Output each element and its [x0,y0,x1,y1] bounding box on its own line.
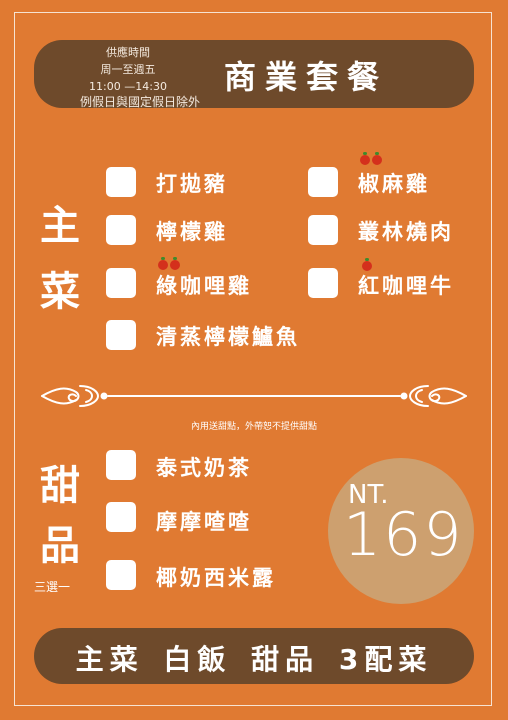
checkbox-main-4[interactable] [308,215,338,245]
tomato-icon [170,257,180,270]
dessert-item-label: 椰奶西米露 [156,566,276,590]
checkbox-main-3[interactable] [106,215,136,245]
dessert-label-1: 甜 [40,463,80,509]
main-item-label: 打拋豬 [156,172,228,196]
main-item-label: 清蒸檸檬鱸魚 [156,325,300,349]
spicy-indicator [360,150,384,169]
checkbox-main-5[interactable] [106,268,136,298]
tomato-icon [360,152,370,165]
border-frame [14,12,492,706]
dessert-item-label: 摩摩喳喳 [156,510,252,534]
checkbox-dessert-3[interactable] [106,560,136,590]
page-title: 商業套餐 [224,58,389,96]
main-item-label: 檸檬雞 [156,220,228,244]
main-item-label: 綠咖哩雞 [156,274,252,298]
header-banner [34,40,474,108]
choose-one-text: 三選一 [34,580,71,594]
tomato-icon [372,152,382,165]
footer-text: 主菜 白飯 甜品 3配菜 [75,643,433,676]
hours-title: 供應時間 [106,46,150,59]
exception-text: 例假日與國定假日除外 [79,95,200,109]
spicy-indicator [158,255,182,274]
checkbox-main-6[interactable] [308,268,338,298]
checkbox-dessert-1[interactable] [106,450,136,480]
main-item-label: 叢林燒肉 [358,220,454,244]
tomato-icon [158,257,168,270]
checkbox-main-7[interactable] [106,320,136,350]
checkbox-main-2[interactable] [308,167,338,197]
price-badge [328,458,474,604]
tomato-icon [362,258,372,271]
hours-block: 供應時間 周一至週五 11:00 —14:30 [58,44,198,95]
main-item-label: 椒麻雞 [358,172,430,196]
main-item-label: 紅咖哩牛 [358,274,454,298]
dessert-note: 內用送甜點，外帶恕不提供甜點 [190,422,317,432]
time-text: 11:00 —14:30 [89,80,167,94]
mains-label-2: 菜 [40,269,80,315]
footer-banner [34,628,474,684]
spicy-indicator [362,256,374,275]
days-text: 周一至週五 [100,63,156,77]
ornament-divider [41,385,467,407]
dessert-label-2: 品 [40,523,80,569]
price-currency: NT. [348,480,389,510]
mains-label-1: 主 [40,203,80,249]
checkbox-main-1[interactable] [106,167,136,197]
checkbox-dessert-2[interactable] [106,502,136,532]
price-amount: 169 [343,500,464,570]
dessert-item-label: 泰式奶茶 [156,456,252,480]
